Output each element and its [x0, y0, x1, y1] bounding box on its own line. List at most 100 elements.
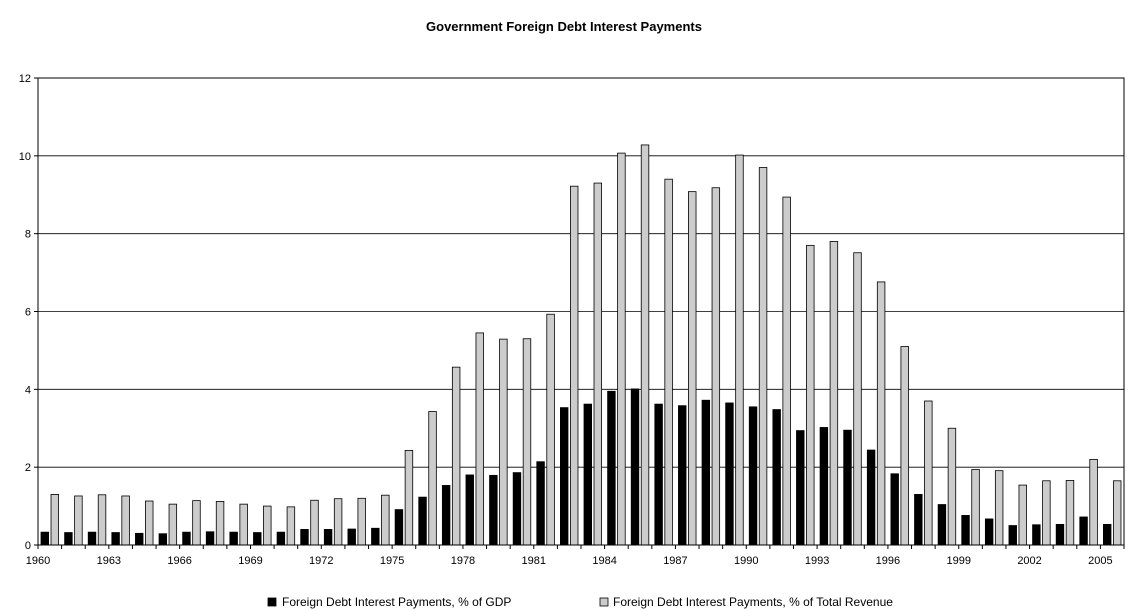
- bar-revenue: [735, 154, 744, 546]
- bar-revenue: [286, 506, 296, 546]
- y-tick-label: 6: [25, 307, 31, 319]
- x-tick-label: 1999: [946, 555, 970, 567]
- bar-gdp: [111, 532, 120, 546]
- bar-gdp: [819, 427, 829, 546]
- bar-revenue: [688, 191, 697, 546]
- x-tick-label: 2002: [1017, 555, 1041, 567]
- bar-gdp: [135, 532, 144, 546]
- x-tick-label: 1963: [97, 555, 121, 567]
- bar-revenue: [333, 498, 343, 546]
- bar-gdp: [64, 532, 73, 546]
- bar-revenue: [263, 505, 272, 546]
- x-tick-label: 1981: [522, 555, 546, 567]
- bar-gdp: [843, 429, 852, 546]
- x-tick-label: 1984: [592, 555, 616, 567]
- bar-revenue: [853, 252, 862, 546]
- bar-gdp: [701, 399, 711, 546]
- bar-gdp: [489, 474, 498, 546]
- bar-revenue: [924, 400, 933, 546]
- bar-revenue: [451, 366, 461, 546]
- bar-gdp: [630, 388, 640, 546]
- bar-gdp: [1079, 516, 1088, 546]
- bar-gdp: [182, 531, 191, 546]
- bar-revenue: [145, 500, 154, 546]
- bar-gdp: [607, 390, 616, 546]
- x-tick-label: 1960: [26, 555, 50, 567]
- bar-gdp: [441, 485, 451, 546]
- bar-gdp: [937, 504, 947, 546]
- bar-gdp: [914, 494, 923, 546]
- bar-revenue: [782, 196, 791, 546]
- bar-revenue: [499, 338, 508, 546]
- bar-revenue: [74, 495, 83, 546]
- bar-revenue: [758, 167, 768, 546]
- x-tick-label: 1996: [876, 555, 900, 567]
- bar-gdp: [772, 409, 781, 546]
- bar-gdp: [253, 532, 262, 546]
- bar-revenue: [522, 338, 532, 546]
- bar-gdp: [512, 472, 522, 546]
- bar-gdp: [725, 402, 734, 546]
- bar-gdp: [418, 496, 427, 546]
- bar-gdp: [205, 531, 215, 546]
- legend-swatch-revenue: [599, 597, 609, 607]
- bar-gdp: [1032, 524, 1041, 546]
- y-tick-label: 2: [25, 462, 31, 474]
- bar-gdp: [465, 474, 474, 546]
- bar-gdp: [890, 473, 899, 546]
- y-tick-label: 4: [25, 384, 31, 396]
- legend-label-revenue: Foreign Debt Interest Payments, % of Tot…: [613, 595, 893, 609]
- bar-gdp: [1102, 523, 1112, 546]
- bar-gdp: [678, 405, 687, 546]
- bar-gdp: [583, 403, 593, 546]
- legend-label-gdp: Foreign Debt Interest Payments, % of GDP: [282, 595, 511, 609]
- bar-revenue: [876, 281, 886, 546]
- x-tick-label: 1993: [805, 555, 829, 567]
- gridlines: [38, 77, 1124, 468]
- bar-revenue: [1112, 480, 1122, 546]
- bar-revenue: [806, 244, 815, 546]
- y-tick-label: 8: [25, 229, 31, 241]
- bar-revenue: [640, 144, 650, 546]
- x-tick-label: 1987: [663, 555, 687, 567]
- bar-gdp: [300, 529, 309, 546]
- bar-gdp: [87, 531, 97, 546]
- legend: Foreign Debt Interest Payments, % of GDP…: [267, 595, 893, 609]
- bar-revenue: [475, 332, 484, 546]
- bar-revenue: [664, 178, 673, 546]
- bar-gdp: [394, 509, 404, 546]
- bar-gdp: [984, 518, 994, 546]
- bar-revenue: [239, 503, 248, 546]
- bar-gdp: [536, 461, 545, 546]
- y-axis-ticks: 0 2 4 6 8 10 12: [19, 73, 38, 552]
- bars: [40, 144, 1122, 546]
- bar-revenue: [994, 470, 1004, 546]
- bar-gdp: [866, 449, 876, 546]
- bar-revenue: [381, 494, 390, 546]
- chart-title: Government Foreign Debt Interest Payment…: [426, 19, 702, 34]
- bar-revenue: [50, 494, 60, 546]
- bar-revenue: [829, 241, 839, 546]
- bar-gdp: [796, 430, 805, 546]
- bar-revenue: [1065, 479, 1075, 546]
- bar-gdp: [559, 407, 569, 546]
- bar-revenue: [1089, 458, 1098, 546]
- bar-revenue: [428, 411, 437, 546]
- bar-revenue: [900, 346, 909, 546]
- x-tick-label: 1990: [734, 555, 758, 567]
- bar-revenue: [357, 497, 366, 546]
- x-tick-label: 1978: [451, 555, 475, 567]
- bar-revenue: [569, 185, 579, 546]
- bar-gdp: [229, 531, 238, 546]
- bar-revenue: [1018, 484, 1027, 546]
- bar-revenue: [947, 427, 957, 546]
- bar-gdp: [371, 527, 380, 546]
- y-tick-label: 0: [25, 540, 31, 552]
- bar-revenue: [310, 499, 319, 546]
- bar-gdp: [40, 531, 50, 546]
- bar-revenue: [97, 494, 107, 546]
- legend-swatch-gdp: [267, 597, 277, 607]
- bar-gdp: [347, 528, 356, 546]
- bar-revenue: [971, 469, 980, 546]
